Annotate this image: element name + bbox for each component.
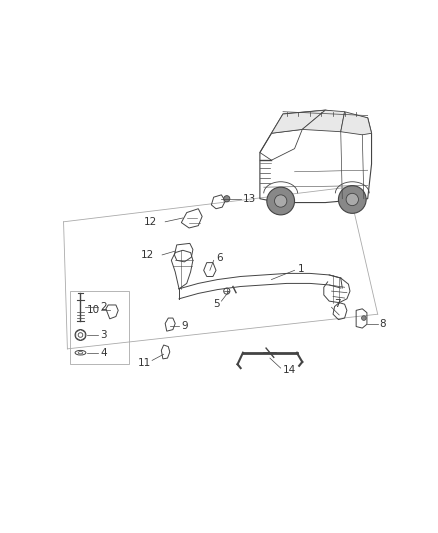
Circle shape <box>267 187 294 215</box>
Circle shape <box>346 193 358 206</box>
Bar <box>70 291 129 364</box>
Text: 6: 6 <box>216 253 223 263</box>
Text: 9: 9 <box>181 321 188 331</box>
Circle shape <box>339 185 366 213</box>
Text: 3: 3 <box>100 330 107 340</box>
Text: 11: 11 <box>138 358 151 368</box>
Text: 4: 4 <box>100 348 107 358</box>
Text: 12: 12 <box>144 217 158 227</box>
Polygon shape <box>302 110 345 132</box>
Text: 7: 7 <box>335 299 341 309</box>
Text: 10: 10 <box>87 305 100 316</box>
Text: 2: 2 <box>100 302 107 312</box>
Circle shape <box>224 196 230 202</box>
Polygon shape <box>341 112 371 135</box>
Text: 5: 5 <box>213 299 219 309</box>
Polygon shape <box>272 110 325 133</box>
Circle shape <box>275 195 287 207</box>
Circle shape <box>361 316 366 320</box>
Text: 12: 12 <box>141 250 155 260</box>
Text: 1: 1 <box>298 264 304 274</box>
Text: 13: 13 <box>243 195 256 205</box>
Text: 8: 8 <box>379 319 386 329</box>
Text: 14: 14 <box>283 366 296 375</box>
